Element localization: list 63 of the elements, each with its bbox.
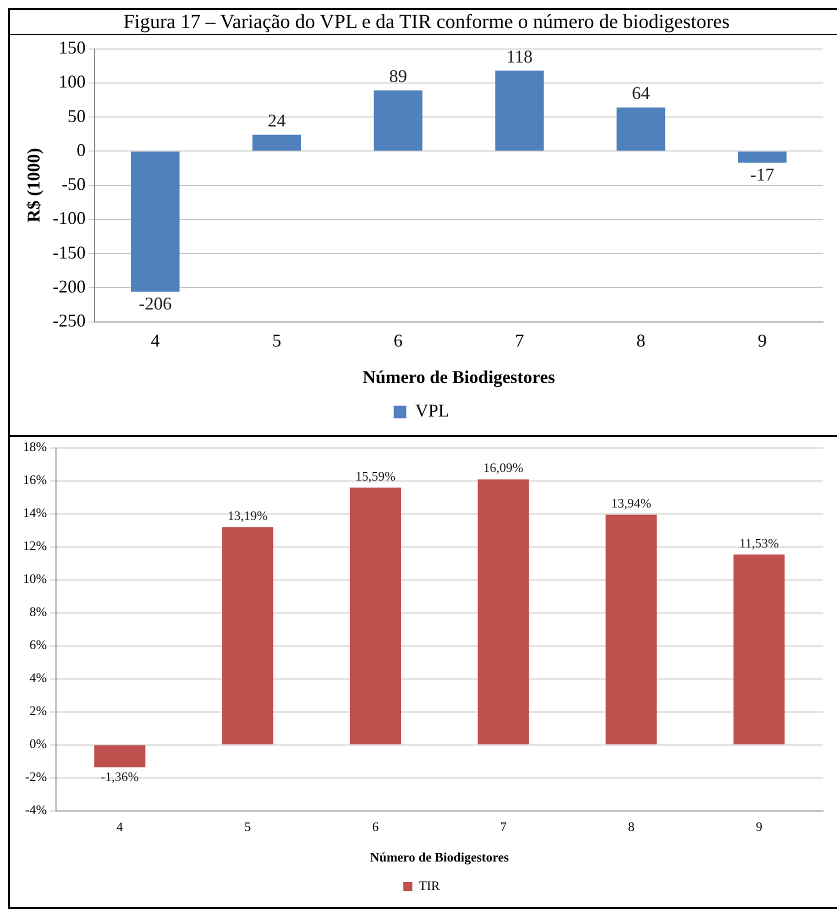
y-tick-label: 6% (29, 637, 47, 652)
y-tick-label: -100 (52, 208, 86, 228)
y-tick-label: 50 (68, 106, 86, 126)
x-tick-label: 5 (272, 330, 282, 350)
bar (374, 90, 422, 151)
x-axis-title: Número de Biodigestores (362, 366, 555, 387)
y-tick-label: 14% (22, 505, 47, 520)
data-label: -17 (750, 164, 774, 185)
bar (252, 134, 301, 151)
bar (733, 554, 785, 744)
x-tick-label: 9 (758, 330, 767, 350)
y-tick-label: 2% (29, 703, 47, 718)
legend-label: VPL (415, 400, 450, 421)
data-label: -206 (138, 294, 172, 314)
y-tick-label: 18% (22, 439, 47, 454)
bar (616, 107, 666, 151)
y-tick-label: -2% (25, 769, 47, 784)
y-tick-label: 8% (29, 604, 47, 620)
x-tick-label: 9 (756, 819, 762, 834)
chart-title: Figura 17 – Variação do VPL e da TIR conforme o número de biodigestores (10, 10, 837, 35)
bar (350, 488, 402, 744)
data-label: 24 (268, 110, 286, 131)
y-axis-title: R$ (1000) (23, 148, 44, 223)
data-label: 13,19% (228, 508, 268, 524)
x-tick-label: 4 (150, 330, 160, 350)
bar (131, 152, 180, 292)
legend-label: TIR (418, 878, 440, 893)
x-tick-label: 6 (394, 330, 403, 350)
bar (478, 479, 529, 744)
y-tick-label: -4% (25, 802, 47, 818)
x-tick-label: 6 (372, 819, 380, 834)
y-tick-label: 0 (76, 140, 86, 160)
bar (606, 514, 657, 744)
data-label: 16,09% (483, 460, 524, 476)
x-tick-label: 8 (636, 330, 646, 350)
y-tick-label: -200 (52, 276, 86, 296)
data-label: 64 (632, 83, 650, 104)
x-tick-label: 7 (515, 330, 524, 350)
x-tick-label: 8 (628, 819, 634, 834)
y-tick-label: -150 (52, 242, 86, 262)
y-tick-label: 12% (22, 538, 47, 554)
data-label: 89 (389, 66, 408, 86)
bar (738, 152, 787, 163)
y-tick-label: 0% (29, 736, 47, 752)
data-label: 15,59% (355, 468, 396, 484)
y-tick-label: 150 (58, 38, 86, 58)
y-tick-label: -50 (62, 174, 86, 194)
data-label: -1,36% (100, 769, 139, 784)
data-label: 118 (506, 46, 533, 66)
y-tick-label: 4% (29, 670, 47, 686)
bar (222, 527, 274, 744)
y-tick-label: 10% (22, 571, 47, 586)
x-tick-label: 4 (116, 819, 124, 834)
x-tick-label: 5 (244, 819, 251, 834)
x-tick-label: 7 (500, 819, 508, 834)
bar (495, 70, 544, 151)
y-tick-label: -250 (52, 310, 86, 331)
y-tick-label: 16% (22, 472, 47, 488)
x-axis-title: Número de Biodigestores (370, 850, 509, 865)
data-label: 11,53% (739, 535, 780, 550)
y-tick-label: 100 (58, 72, 86, 92)
data-label: 13,94% (611, 496, 652, 511)
bar (94, 745, 146, 768)
